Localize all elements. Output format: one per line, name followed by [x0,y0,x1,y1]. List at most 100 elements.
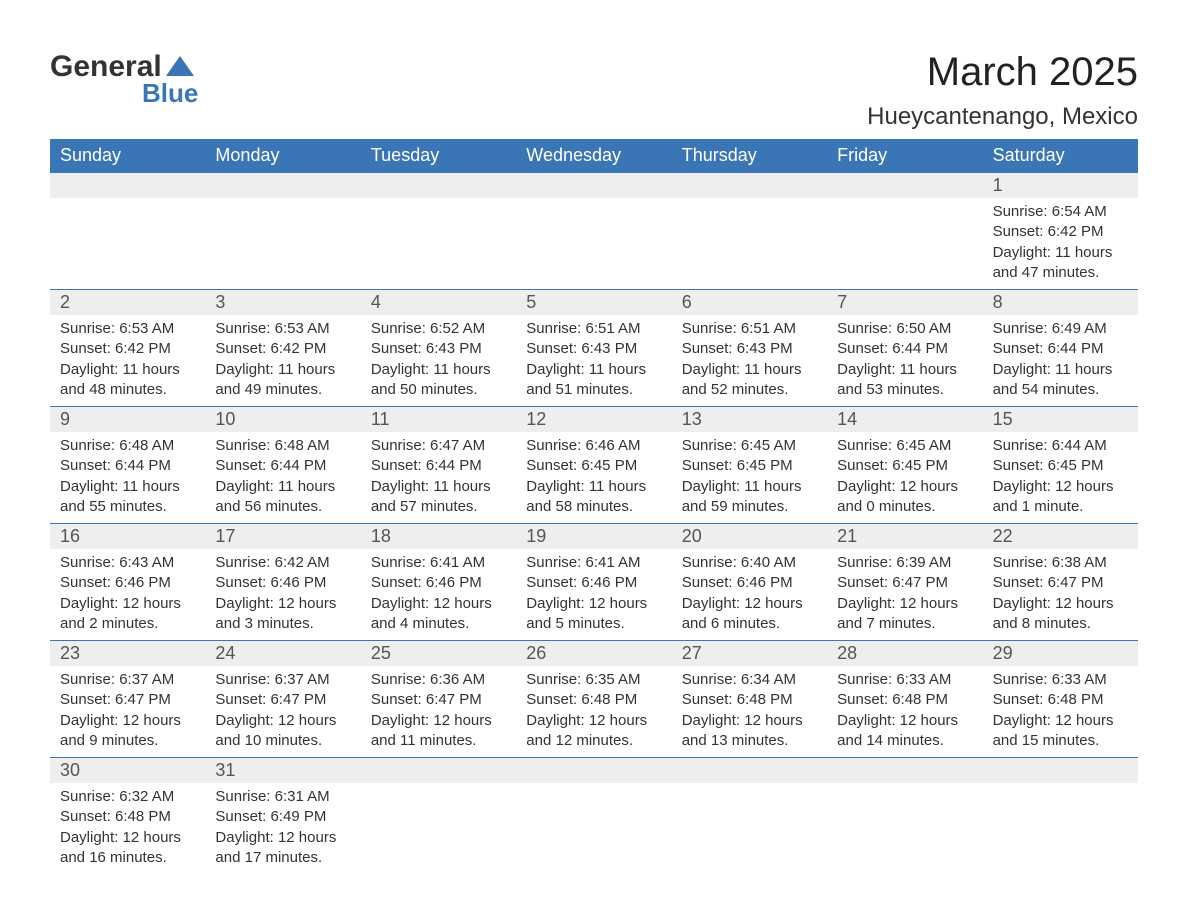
logo-triangle-icon [166,56,194,76]
daylight-line: Daylight: 11 hours and 50 minutes. [371,360,506,401]
daylight-line: Daylight: 12 hours and 16 minutes. [60,828,195,869]
daylight-line: Daylight: 11 hours and 53 minutes. [837,360,972,401]
sunset-value: 6:49 PM [270,808,326,825]
sunset-line: Sunset: 6:45 PM [993,456,1128,476]
sunset-label: Sunset: [371,457,422,474]
sunrise-line: Sunrise: 6:51 AM [526,319,661,339]
week-row: 16171819202122Sunrise: 6:43 AMSunset: 6:… [50,523,1138,640]
sunset-label: Sunset: [526,691,577,708]
sunset-line: Sunset: 6:42 PM [60,339,195,359]
page-header: General Blue March 2025 Hueycantenango, … [50,50,1138,131]
sunrise-value: 6:31 AM [275,788,330,805]
daylight-line: Daylight: 12 hours and 4 minutes. [371,594,506,635]
sunrise-value: 6:32 AM [119,788,174,805]
daylight-line: Daylight: 12 hours and 9 minutes. [60,711,195,752]
day-details: Sunrise: 6:35 AMSunset: 6:48 PMDaylight:… [516,666,671,757]
day-number: 30 [50,758,205,783]
day-details: Sunrise: 6:53 AMSunset: 6:42 PMDaylight:… [205,315,360,406]
daylight-label: Daylight: [993,712,1051,729]
detail-row: Sunrise: 6:53 AMSunset: 6:42 PMDaylight:… [50,315,1138,406]
daylight-label: Daylight: [215,712,273,729]
daylight-line: Daylight: 12 hours and 0 minutes. [837,477,972,518]
sunset-value: 6:42 PM [270,340,326,357]
location-label: Hueycantenango, Mexico [867,103,1138,131]
sunrise-label: Sunrise: [215,554,270,571]
daylight-line: Daylight: 11 hours and 54 minutes. [993,360,1128,401]
sunset-value: 6:43 PM [426,340,482,357]
day-details [827,198,982,289]
sunset-label: Sunset: [682,691,733,708]
detail-row: Sunrise: 6:43 AMSunset: 6:46 PMDaylight:… [50,549,1138,640]
day-number: 13 [672,407,827,432]
daylight-line: Daylight: 12 hours and 13 minutes. [682,711,817,752]
day-details: Sunrise: 6:54 AMSunset: 6:42 PMDaylight:… [983,198,1138,289]
logo-text-blue: Blue [142,78,198,109]
sunset-value: 6:47 PM [1048,574,1104,591]
sunset-value: 6:42 PM [1048,223,1104,240]
daylight-line: Daylight: 11 hours and 59 minutes. [682,477,817,518]
daylight-label: Daylight: [837,361,895,378]
daylight-label: Daylight: [215,478,273,495]
daylight-label: Daylight: [526,478,584,495]
sunset-value: 6:47 PM [270,691,326,708]
day-number [983,758,1138,783]
sunrise-line: Sunrise: 6:33 AM [837,670,972,690]
day-details: Sunrise: 6:51 AMSunset: 6:43 PMDaylight:… [672,315,827,406]
daynum-row: 2345678 [50,290,1138,315]
daylight-line: Daylight: 11 hours and 49 minutes. [215,360,350,401]
day-header: Sunday [50,139,205,172]
sunrise-label: Sunrise: [215,788,270,805]
daylight-label: Daylight: [526,712,584,729]
sunset-label: Sunset: [60,808,111,825]
sunset-label: Sunset: [837,691,888,708]
sunset-line: Sunset: 6:46 PM [60,573,195,593]
sunset-value: 6:48 PM [737,691,793,708]
sunrise-label: Sunrise: [682,554,737,571]
sunset-line: Sunset: 6:46 PM [371,573,506,593]
daylight-label: Daylight: [682,478,740,495]
sunrise-line: Sunrise: 6:32 AM [60,787,195,807]
sunset-label: Sunset: [215,574,266,591]
sunrise-value: 6:41 AM [430,554,485,571]
sunset-label: Sunset: [526,340,577,357]
sunrise-label: Sunrise: [371,320,426,337]
sunset-line: Sunset: 6:47 PM [60,690,195,710]
day-details: Sunrise: 6:50 AMSunset: 6:44 PMDaylight:… [827,315,982,406]
sunset-value: 6:46 PM [581,574,637,591]
sunrise-value: 6:48 AM [119,437,174,454]
day-header: Friday [827,139,982,172]
sunset-label: Sunset: [682,457,733,474]
sunset-label: Sunset: [215,340,266,357]
day-details [361,198,516,289]
day-details: Sunrise: 6:31 AMSunset: 6:49 PMDaylight:… [205,783,360,874]
day-number: 4 [361,290,516,315]
day-details [516,783,671,874]
sunset-line: Sunset: 6:48 PM [682,690,817,710]
day-number [516,758,671,783]
day-number: 25 [361,641,516,666]
daylight-line: Daylight: 12 hours and 11 minutes. [371,711,506,752]
sunset-label: Sunset: [526,574,577,591]
sunrise-line: Sunrise: 6:50 AM [837,319,972,339]
day-number: 21 [827,524,982,549]
sunset-line: Sunset: 6:44 PM [837,339,972,359]
sunrise-label: Sunrise: [371,554,426,571]
day-details [50,198,205,289]
daylight-line: Daylight: 11 hours and 56 minutes. [215,477,350,518]
daylight-line: Daylight: 12 hours and 5 minutes. [526,594,661,635]
sunset-label: Sunset: [60,574,111,591]
sunset-value: 6:47 PM [115,691,171,708]
sunrise-value: 6:42 AM [275,554,330,571]
week-row: 2345678Sunrise: 6:53 AMSunset: 6:42 PMDa… [50,289,1138,406]
calendar: SundayMondayTuesdayWednesdayThursdayFrid… [50,139,1138,874]
sunrise-value: 6:40 AM [741,554,796,571]
sunrise-label: Sunrise: [993,203,1048,220]
day-details: Sunrise: 6:32 AMSunset: 6:48 PMDaylight:… [50,783,205,874]
sunrise-value: 6:41 AM [585,554,640,571]
sunrise-line: Sunrise: 6:34 AM [682,670,817,690]
sunset-value: 6:47 PM [892,574,948,591]
day-details: Sunrise: 6:53 AMSunset: 6:42 PMDaylight:… [50,315,205,406]
sunset-label: Sunset: [837,574,888,591]
daylight-label: Daylight: [993,244,1051,261]
day-details: Sunrise: 6:41 AM Sunset: 6:46 PMDaylight:… [361,549,516,640]
